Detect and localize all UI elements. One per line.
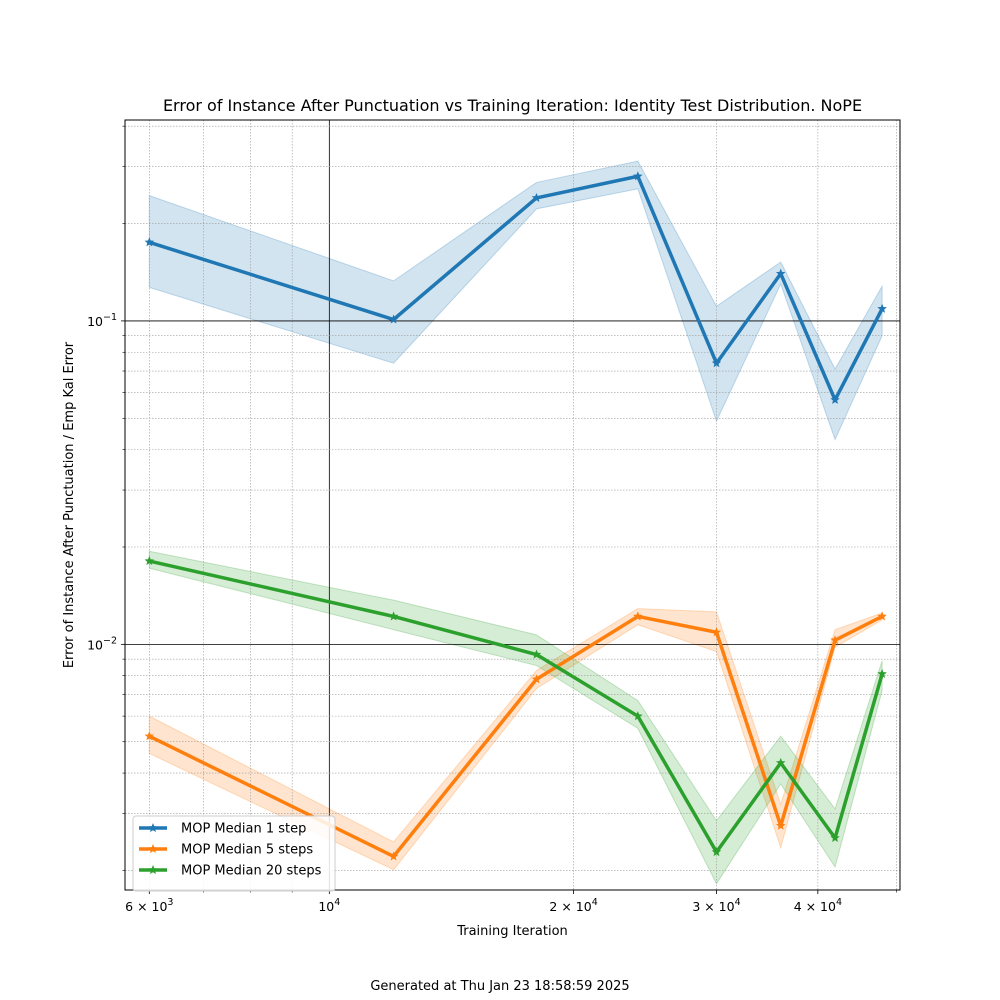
- series-1-point: [144, 237, 155, 247]
- series-3-point: [633, 711, 643, 721]
- series-lines: [144, 171, 887, 861]
- series-1-point: [775, 268, 786, 278]
- series-3-point: [711, 847, 722, 857]
- series-1-point: [830, 394, 840, 404]
- series-2-point: [388, 851, 399, 861]
- series-3-point: [877, 668, 887, 679]
- series-3-point: [144, 556, 155, 566]
- series-2-point: [531, 674, 542, 684]
- y-tick-label: 10−2: [87, 635, 117, 652]
- legend-label: MOP Median 5 steps: [181, 843, 313, 858]
- y-axis-label: Error of Instance After Punctuation / Em…: [62, 341, 77, 668]
- series-2-point: [877, 611, 887, 621]
- x-tick-label: 3 × 104: [692, 897, 740, 914]
- series-1-point: [711, 358, 722, 368]
- series-3-line: [148, 559, 884, 854]
- legend-swatch-marker: [148, 865, 158, 875]
- series-2-point: [711, 627, 722, 637]
- axis-ticks: 6 × 103 104 2 × 104 3 × 104 4 × 104 10−2 10−1: [87, 125, 897, 914]
- series-2-point: [144, 731, 155, 741]
- legend-label: MOP Median 1 step: [181, 822, 306, 837]
- x-tick-label: 2 × 104: [549, 897, 597, 914]
- legend-label: MOP Median 20 steps: [181, 864, 322, 879]
- series-1-point: [877, 303, 887, 313]
- x-tick-label: 6 × 103: [125, 897, 173, 914]
- series-3-point: [531, 649, 542, 659]
- legend-box: [132, 815, 336, 892]
- series-1-point: [633, 171, 643, 181]
- series-2-confidence-band: [148, 608, 883, 871]
- y-tick-label: 10−1: [87, 312, 117, 329]
- legend-swatch-marker: [148, 844, 158, 854]
- series-2-point: [775, 820, 786, 830]
- chart-title: Error of Instance After Punctuation vs T…: [163, 96, 862, 115]
- series-3-point: [830, 832, 840, 843]
- series-2-point: [830, 635, 840, 645]
- series-1-point: [388, 314, 399, 324]
- x-axis-label: Training Iteration: [456, 924, 568, 939]
- legend-swatch-marker: [148, 823, 158, 833]
- series-1-confidence-band: [148, 160, 883, 441]
- series-3-confidence-band: [148, 550, 883, 885]
- series-1-line: [148, 174, 884, 402]
- x-tick-label: 104: [318, 897, 340, 914]
- series-2-line: [148, 614, 883, 859]
- x-tick-label: 4 × 104: [794, 897, 842, 914]
- series-1-point: [531, 192, 542, 202]
- series-3-point: [775, 757, 786, 767]
- legend: MOP Median 1 step MOP Median 5 steps MOP M…: [132, 815, 336, 892]
- series-3-point: [388, 611, 399, 621]
- series-2-point: [633, 611, 643, 621]
- generated-timestamp: Generated at Thu Jan 23 18:58:59 2025: [370, 979, 629, 994]
- plot-frame: [124, 119, 901, 891]
- grid-lines: [125, 120, 900, 890]
